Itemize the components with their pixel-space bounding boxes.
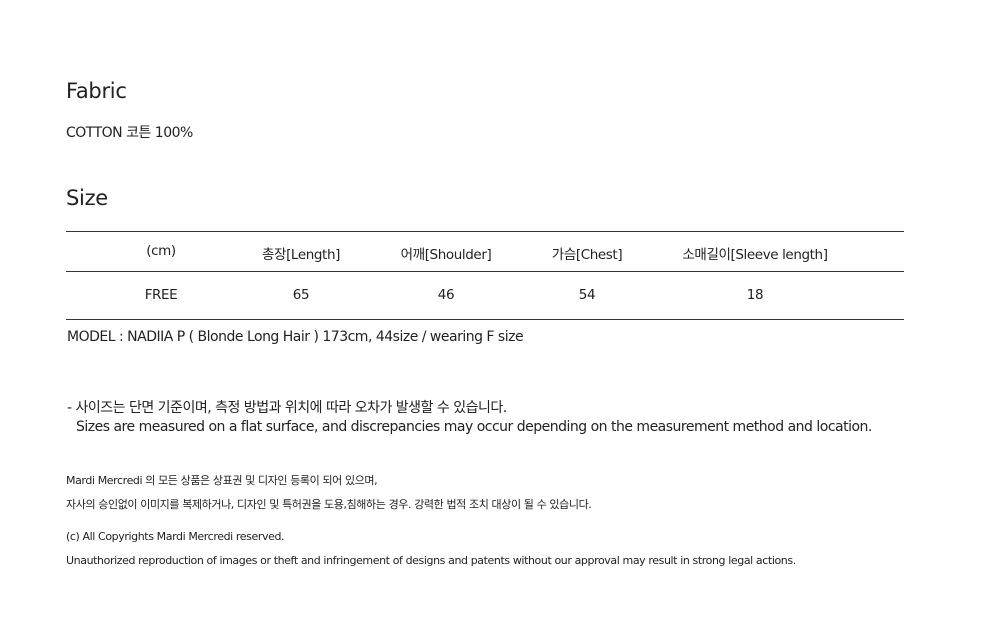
header-cell: 총장[Length]: [262, 247, 340, 263]
row-cell: 65: [292, 287, 310, 303]
legal-korean-1: Mardi Mercredi 의 모든 상품은 상표권 및 디자인 등록이 되어…: [66, 474, 378, 487]
header-cell: 가슴[Chest]: [551, 247, 623, 263]
row-cell: FREE: [144, 287, 178, 303]
table-header-rule: [66, 271, 904, 272]
model-info: MODEL : NADIIA P ( Blonde Long Hair ) 17…: [67, 329, 524, 345]
row-cell: 46: [437, 287, 455, 303]
legal-english: Unauthorized reproduction of images or t…: [66, 554, 796, 567]
row-cell: 54: [578, 287, 596, 303]
header-cell: (cm): [146, 243, 176, 259]
row-cell: 18: [746, 287, 764, 303]
size-title: Size: [66, 186, 108, 210]
header-cell: 소매길이[Sleeve length]: [682, 247, 828, 263]
notice-english: Sizes are measured on a flat surface, an…: [76, 419, 872, 435]
table-bottom-rule: [66, 319, 904, 320]
fabric-title: Fabric: [66, 79, 127, 103]
legal-korean-2: 자사의 승인없이 이미지를 복제하거나, 디자인 및 특허권을 도용,침해하는 …: [66, 498, 592, 511]
copyright-line: (c) All Copyrights Mardi Mercredi reserv…: [66, 530, 285, 543]
notice-korean: - 사이즈는 단면 기준이며, 측정 방법과 위치에 따라 오차가 발생할 수 …: [67, 400, 507, 416]
fabric-value: COTTON 코튼 100%: [66, 125, 193, 141]
header-cell: 어깨[Shoulder]: [400, 247, 492, 263]
table-top-rule: [66, 231, 904, 232]
